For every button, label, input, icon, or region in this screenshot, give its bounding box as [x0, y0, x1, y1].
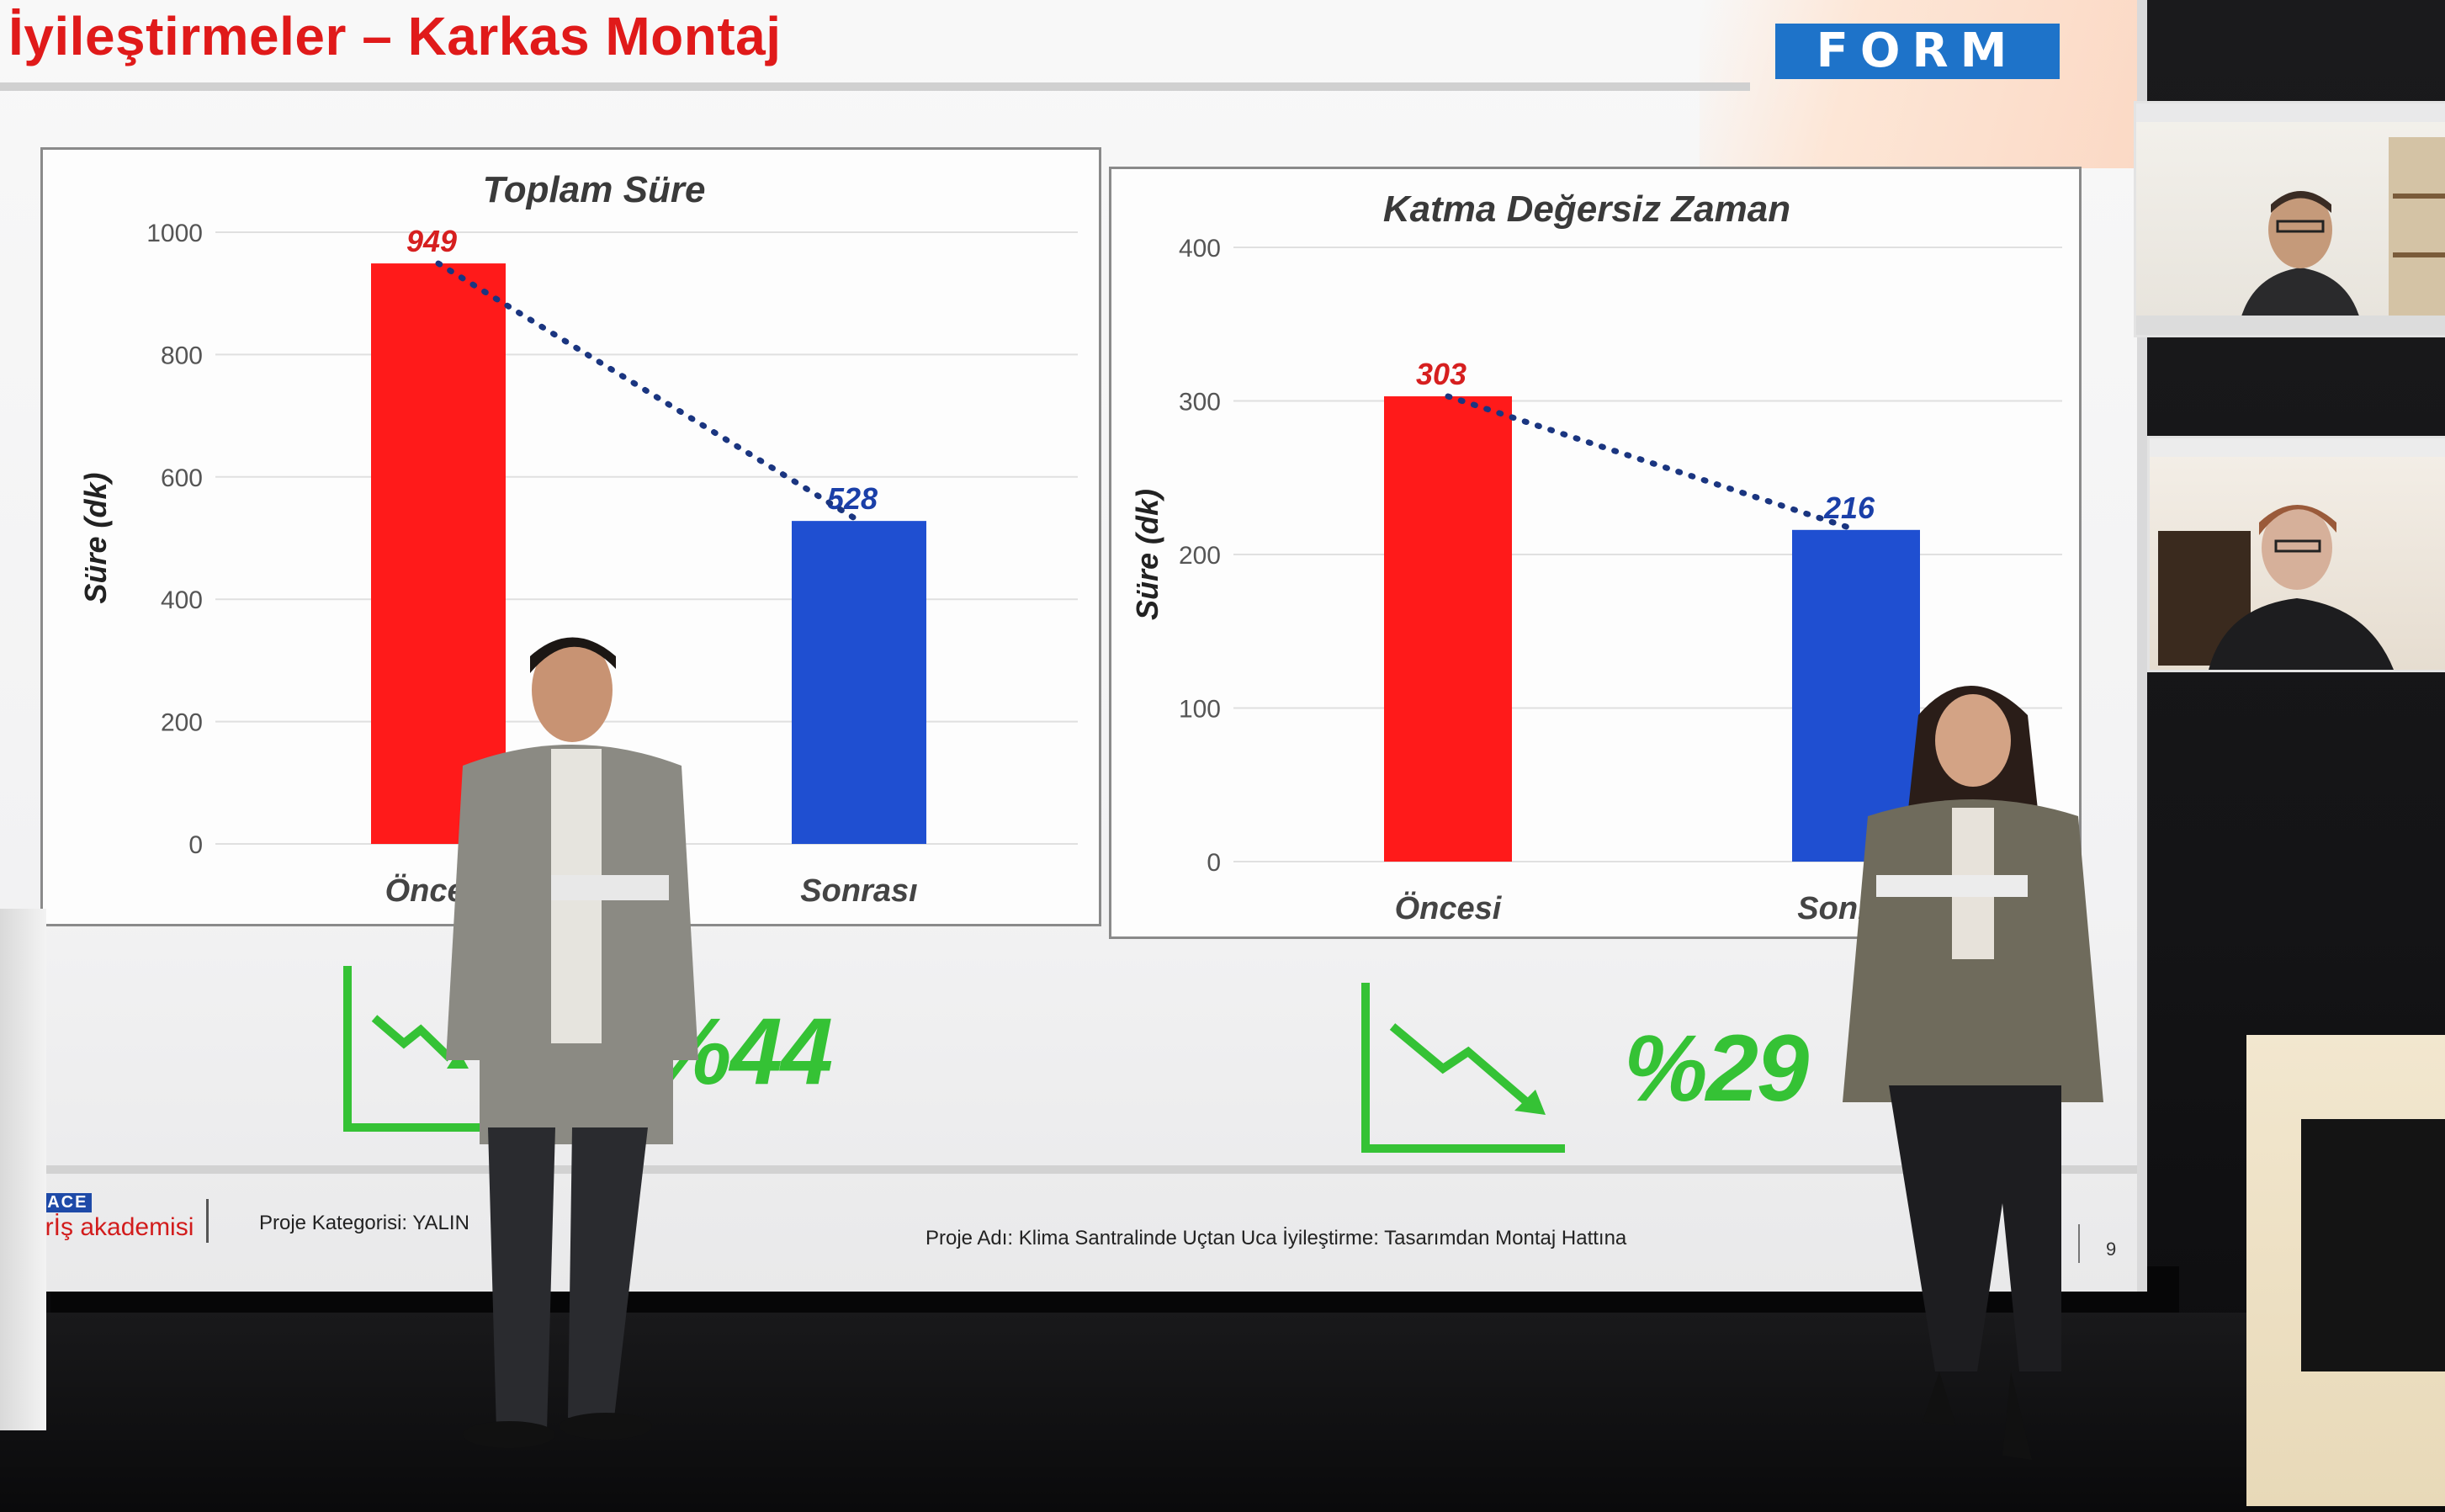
- page-number: 9: [2106, 1239, 2117, 1260]
- form-logo: FORM: [1775, 24, 2060, 79]
- y-axis-label: Süre (dk): [78, 472, 113, 603]
- bar: [371, 263, 506, 844]
- participant-video: [2136, 103, 2445, 335]
- chart-non-value-added-time-svg: Katma Değersiz Zaman Süre (dk) 0 100 200 300 4…: [1130, 188, 2062, 926]
- presenter-male: [446, 637, 698, 1448]
- y-tick-label: 200: [161, 709, 203, 737]
- x-tick-label: Sonrası: [800, 873, 917, 909]
- project-category: Proje Kategorisi: YALIN: [259, 1212, 469, 1234]
- podium-left: [0, 909, 46, 1430]
- lectern-logo-panel: [2301, 1119, 2445, 1371]
- y-tick-label: 600: [161, 464, 203, 492]
- footer-divider: [0, 1165, 2137, 1174]
- footer-separator: [2078, 1224, 2080, 1263]
- y-tick-label: 0: [1207, 849, 1221, 877]
- presentation-slide: İyileştirmeler – Karkas Montaj FORM Topl…: [0, 0, 2147, 1292]
- x-tick-label: Öncesi: [1395, 890, 1503, 926]
- footer-separator: [206, 1199, 209, 1243]
- y-tick-label: 200: [1179, 542, 1221, 570]
- participant-video: [2150, 438, 2445, 670]
- y-tick-label: 300: [1179, 389, 1221, 416]
- data-label: 949: [406, 224, 457, 258]
- y-tick-label: 800: [161, 342, 203, 369]
- trendline: [435, 260, 862, 524]
- project-name: Proje Adı: Klima Santralinde Uçtan Uca İ…: [925, 1227, 1627, 1249]
- trendline: [1445, 393, 1859, 533]
- slide-title: İyileştirmeler – Karkas Montaj: [8, 6, 782, 66]
- trend-down-icon: [1361, 983, 1565, 1153]
- chart-title: Toplam Süre: [483, 169, 706, 210]
- reduction-percent-non-value-added: %29: [1624, 1016, 1809, 1121]
- y-tick-label: 400: [161, 586, 203, 614]
- data-label: 303: [1416, 357, 1466, 391]
- y-tick-label: 100: [1179, 696, 1221, 724]
- y-tick-label: 1000: [146, 220, 203, 247]
- bar: [792, 521, 926, 844]
- presenter-female: [1843, 686, 2103, 1460]
- title-divider: [0, 82, 1750, 91]
- bar: [1384, 396, 1512, 862]
- video-tile-participant: [2134, 101, 2445, 337]
- bar: [1792, 529, 1920, 862]
- video-tile-participant: [2147, 436, 2445, 672]
- y-tick-label: 0: [188, 831, 203, 859]
- chart-total-time: Toplam Süre Süre (dk) 0 200 400 600 800 1000 949…: [40, 147, 1101, 926]
- y-axis-label: Süre (dk): [1130, 489, 1164, 620]
- chart-total-time-svg: Toplam Süre Süre (dk) 0 200 400 600 800 1000 949…: [78, 169, 1078, 909]
- y-tick-label: 400: [1179, 235, 1221, 263]
- footer-logo-subtitle: Gİrİş akademisi: [19, 1213, 194, 1241]
- chart-title: Katma Değersiz Zaman: [1383, 188, 1790, 230]
- data-label: 528: [827, 481, 878, 516]
